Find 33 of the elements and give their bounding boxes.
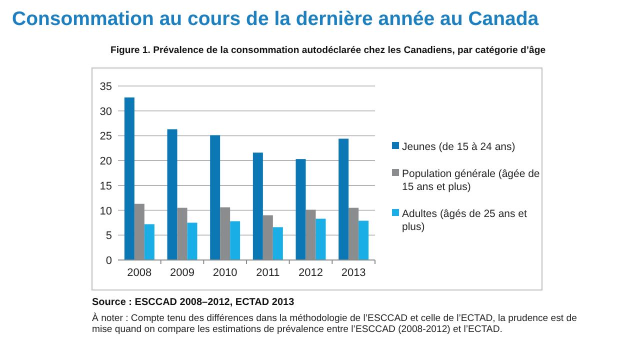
- bar: [210, 135, 220, 260]
- bar: [252, 152, 263, 260]
- x-tick-label: 2013: [341, 267, 366, 279]
- y-tick-label: 20: [100, 156, 112, 168]
- y-tick-label: 5: [106, 230, 112, 242]
- bar: [272, 227, 283, 260]
- bar: [296, 159, 306, 260]
- bar: [230, 221, 240, 260]
- bar: [144, 224, 154, 260]
- y-tick-label: 25: [100, 130, 112, 143]
- x-tick-label: 2009: [170, 267, 194, 279]
- bar: [316, 218, 326, 260]
- y-tick-label: 35: [100, 81, 112, 93]
- x-tick-label: 2010: [212, 267, 238, 279]
- bar: [338, 138, 349, 260]
- legend-label: Population générale (âgée de 15 ans et plus): [402, 168, 540, 193]
- bar: [358, 220, 369, 260]
- y-tick-label: 10: [100, 205, 112, 218]
- legend-label: Adultes (âgés de 25 ans et plus): [402, 208, 527, 233]
- chart-subtitle: Figure 1. Prévalence de la consommation autodéclarée chez les Canadiens, par catégorie d’âge: [110, 45, 546, 56]
- y-tick-label: 0: [106, 255, 112, 267]
- text: À noter : Compte tenu des différences dans la méthodologie de l’ESCCAD et celle de l’ECTAD, la prudence est de mise quand on compare les estimations de prévalence entre l’ESCCAD (2008-2012) et l’ECTAD.: [92, 312, 577, 335]
- bar: [124, 97, 134, 260]
- x-tick-label: 2008: [127, 267, 152, 279]
- bar: [187, 222, 198, 260]
- chart-title: Consommation au cours de la dernière année au Canada: [12, 8, 539, 30]
- bar: [167, 129, 178, 260]
- x-tick-label: 2012: [298, 267, 323, 279]
- source-note: Source : ESCCAD 2008–2012, ECTAD 2013: [92, 297, 295, 308]
- x-tick-label: 2011: [256, 267, 280, 279]
- y-tick-label: 30: [100, 106, 112, 118]
- legend-label: Jeunes (de 15 à 24 ans): [402, 141, 516, 153]
- y-tick-label: 15: [100, 180, 112, 192]
